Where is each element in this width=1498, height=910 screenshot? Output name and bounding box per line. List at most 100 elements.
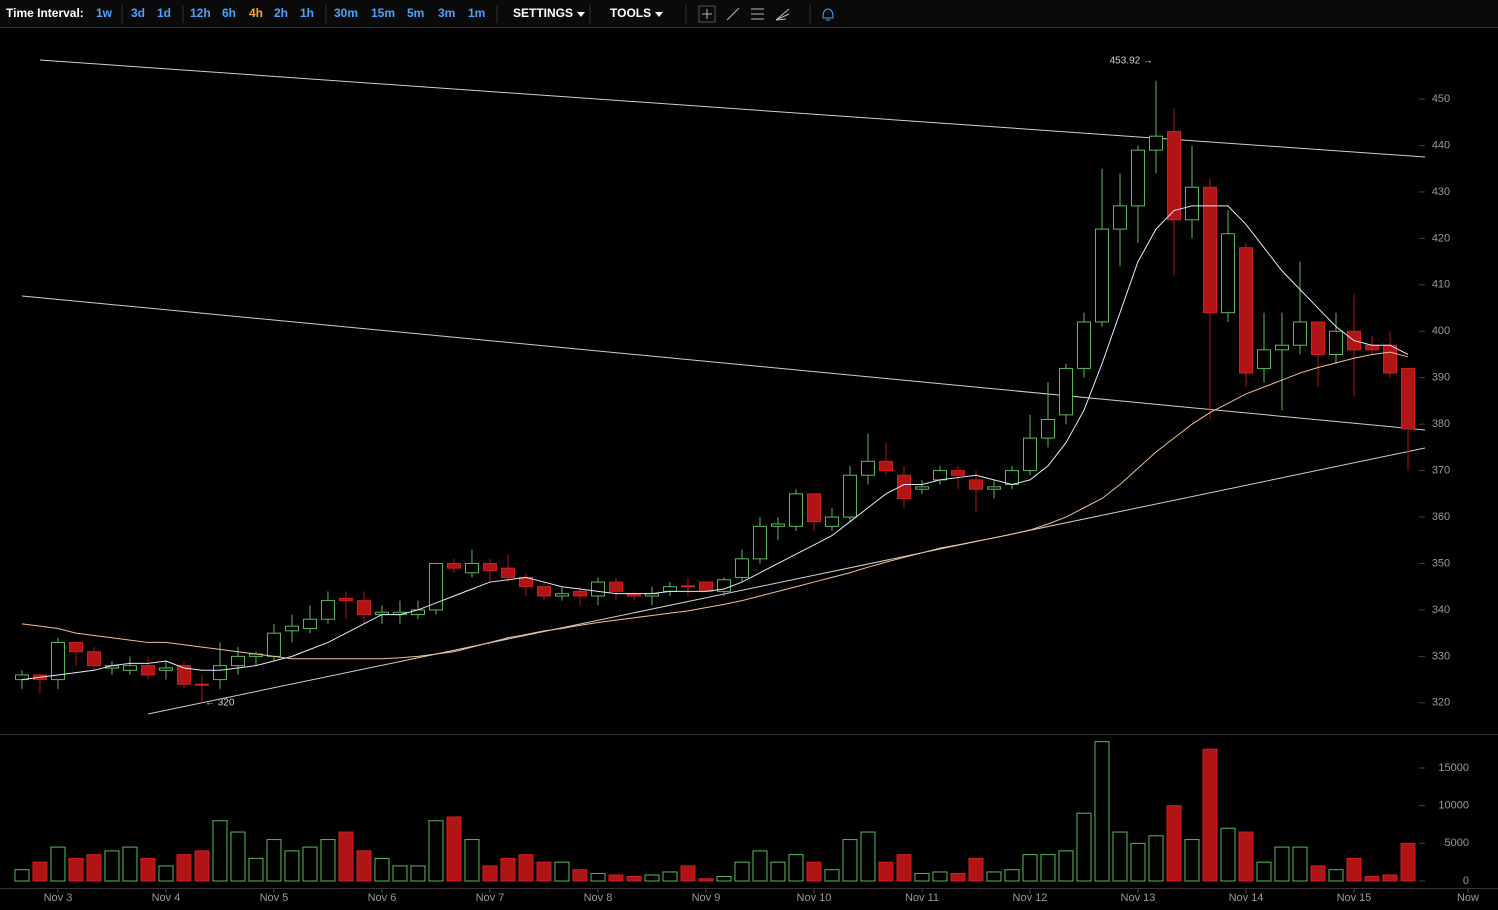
candle-body (1256, 349, 1271, 369)
volume-bar (1040, 854, 1056, 882)
interval-button[interactable]: 12h (190, 6, 211, 20)
interval-button[interactable]: 3m (438, 6, 455, 20)
price-annotation: 453.92 → (1110, 55, 1153, 66)
candle-body (734, 558, 749, 578)
x-tick-label: Nov 9 (692, 892, 721, 904)
settings-caret (577, 12, 585, 17)
candle-body (536, 586, 551, 597)
x-tick-label: Nov 14 (1229, 892, 1264, 904)
volume-bar (518, 854, 534, 882)
interval-button[interactable]: 2h (274, 6, 288, 20)
x-tick-label: Nov 15 (1337, 892, 1372, 904)
interval-button[interactable]: 1h (300, 6, 314, 20)
interval-button[interactable]: 1d (157, 6, 171, 20)
volume-bar (50, 846, 66, 882)
volume-bar (230, 831, 246, 882)
y-tick-label: 450 (1432, 93, 1450, 105)
candle-body (590, 581, 605, 597)
y-tick-label: 320 (1432, 697, 1450, 709)
interval-button[interactable]: 4h (249, 6, 263, 20)
candle-body (176, 665, 191, 685)
volume-bar (194, 850, 210, 882)
candle-body (1292, 321, 1307, 346)
moving-average (21, 205, 1409, 681)
candle-body (1382, 344, 1397, 374)
x-tick-label: Nov 11 (905, 892, 939, 904)
y-tick-label: 420 (1432, 232, 1450, 244)
candle-body (230, 655, 245, 667)
candle-body (1220, 233, 1235, 314)
candle-body (1400, 367, 1415, 430)
volume-bar (500, 857, 516, 882)
volume-tick-label: 0 (1463, 875, 1469, 887)
interval-button[interactable]: 30m (334, 6, 358, 20)
x-tick-label: Nov 5 (260, 892, 289, 904)
y-tick-label: 390 (1432, 372, 1450, 384)
y-tick-label: 330 (1432, 650, 1450, 662)
y-tick-label: 340 (1432, 604, 1450, 616)
candle-body (1364, 344, 1379, 351)
volume-bar (1112, 831, 1128, 882)
interval-button[interactable]: 6h (222, 6, 236, 20)
candle-body (428, 562, 443, 611)
volume-bar (68, 857, 84, 882)
candle-body (1148, 135, 1163, 151)
candle-body (554, 593, 569, 597)
candle-body (284, 625, 299, 632)
interval-button[interactable]: 1m (468, 6, 485, 20)
volume-bar (122, 846, 138, 882)
interval-button[interactable]: 5m (407, 6, 424, 20)
volume-bar (968, 857, 984, 882)
tools-button[interactable]: TOOLS (610, 6, 651, 20)
interval-button[interactable]: 3d (131, 6, 145, 20)
volume-bar (248, 857, 264, 882)
candle-body (158, 667, 173, 671)
volume-bar (1130, 842, 1146, 882)
volume-bar (716, 875, 732, 882)
volume-bar (662, 871, 678, 882)
candle-body (194, 683, 209, 686)
candle-body (68, 641, 83, 653)
candle-body (1130, 149, 1145, 207)
volume-bar (554, 861, 570, 882)
volume-bar (770, 861, 786, 882)
volume-bar (212, 820, 228, 882)
settings-button[interactable]: SETTINGS (513, 6, 573, 20)
candle-body (338, 597, 353, 602)
candle-body (1094, 228, 1109, 323)
y-tick-label: 400 (1432, 325, 1450, 337)
candle-body (1310, 321, 1325, 355)
candle-body (1274, 344, 1289, 351)
volume-bar (1238, 831, 1254, 882)
candle-body (212, 665, 227, 681)
candle-body (572, 590, 587, 597)
x-tick-label: Nov 7 (476, 892, 505, 904)
candle-body (662, 586, 677, 592)
y-tick-label: 410 (1432, 279, 1450, 291)
y-tick-label: 430 (1432, 186, 1450, 198)
candle-body (482, 562, 497, 571)
candle-body (842, 474, 857, 518)
trend-lines (21, 59, 1426, 715)
tool-icons[interactable] (698, 5, 834, 23)
volume-bar (608, 874, 624, 882)
volume-tick-label: 5000 (1445, 837, 1469, 849)
volume-bar (1058, 850, 1074, 882)
y-tick-label: 370 (1432, 465, 1450, 477)
volume-bar (950, 872, 966, 882)
volume-bar (896, 854, 912, 882)
volume-bar (482, 865, 498, 882)
volume-bar (464, 839, 480, 882)
candle-body (86, 651, 101, 667)
volume-bar (1310, 865, 1326, 882)
candle-body (806, 493, 821, 523)
candle-body (896, 474, 911, 499)
volume-bar (914, 872, 930, 882)
candle-body (1238, 247, 1253, 374)
interval-button[interactable]: 1w (96, 6, 113, 20)
volume-bar (140, 857, 156, 882)
volume-bar (1292, 846, 1308, 882)
interval-button[interactable]: 15m (371, 6, 395, 20)
